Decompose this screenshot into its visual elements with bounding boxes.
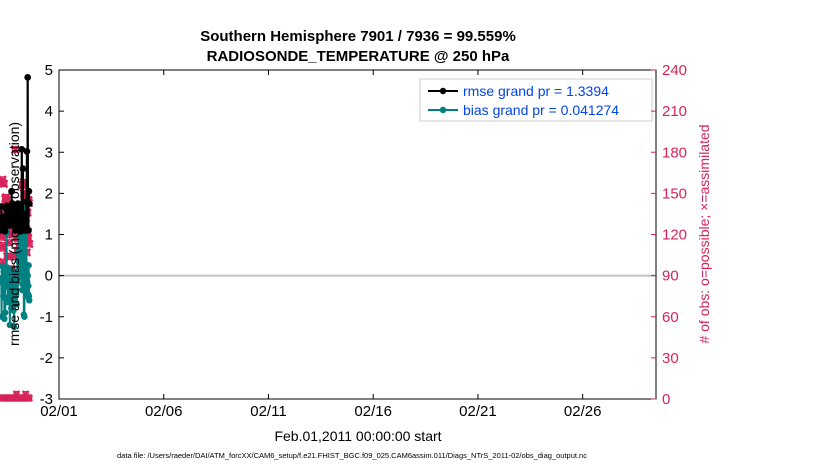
legend-bias-marker xyxy=(439,106,447,114)
legend-rmse-marker xyxy=(439,87,447,95)
y-tick-label-left: 4 xyxy=(45,103,53,120)
legend-bias-label: bias grand pr = 0.041274 xyxy=(463,102,619,118)
rmse-point xyxy=(8,187,15,195)
x-tick-label: 02/01 xyxy=(40,403,78,420)
obs-zero-marker xyxy=(26,394,33,402)
bias-point xyxy=(1,315,8,323)
footnote: data file: /Users/raeder/DAI/ATM_forcXX/… xyxy=(117,451,587,460)
obs-possible-marker xyxy=(0,180,8,188)
obs-assimilated-marker xyxy=(10,145,20,154)
legend-rmse-label: rmse grand pr = 1.3394 xyxy=(463,83,609,99)
rmse-point xyxy=(19,165,27,173)
x-tick-label: 02/26 xyxy=(564,403,602,420)
y-tick-label-left: 1 xyxy=(45,227,53,244)
rmse-point xyxy=(24,74,32,81)
y-axis-right-label: # of obs: o=possible; ×=assimilated xyxy=(696,124,712,343)
y-tick-label-right: 150 xyxy=(662,185,687,202)
bias-point xyxy=(25,282,32,290)
y-tick-label-right: 60 xyxy=(662,309,679,326)
rmse-point xyxy=(18,145,26,153)
x-axis-label: Feb.01,2011 00:00:00 start xyxy=(274,428,441,444)
y-tick-label-left: -1 xyxy=(40,309,53,326)
x-tick-label: 02/21 xyxy=(459,403,497,420)
bias-point xyxy=(25,262,32,269)
y-tick-label-left: 3 xyxy=(45,144,53,161)
legend-box xyxy=(419,78,653,122)
x-tick-label: 02/16 xyxy=(354,403,392,420)
plot-area xyxy=(0,74,656,402)
bias-point xyxy=(24,272,32,279)
obs-zero-cross xyxy=(25,394,34,402)
bias-point xyxy=(21,313,28,320)
rmse-point xyxy=(25,187,33,195)
y-tick-label-left: 5 xyxy=(45,62,53,79)
bias-point xyxy=(4,299,12,306)
rmse-point xyxy=(1,227,9,235)
rmse-point xyxy=(25,200,33,208)
x-tick-label: 02/11 xyxy=(250,403,286,420)
obs-possible-marker xyxy=(11,145,19,154)
y-tick-label-right: 0 xyxy=(662,391,670,408)
y-tick-label-right: 240 xyxy=(662,62,687,79)
chart-title: Southern Hemisphere 7901 / 7936 = 99.559… xyxy=(200,28,516,45)
rmse-point xyxy=(23,148,31,155)
bias-point xyxy=(10,323,18,331)
obs-assimilated-marker xyxy=(0,179,9,189)
bias-point xyxy=(26,297,33,304)
y-tick-label-left: 0 xyxy=(45,268,53,285)
bias-point xyxy=(13,301,20,308)
y-tick-label-left: -2 xyxy=(40,350,53,367)
x-tick-label: 02/06 xyxy=(145,403,183,420)
y-tick-label-right: 210 xyxy=(662,103,687,120)
bias-point xyxy=(10,307,17,314)
bias-point xyxy=(2,309,9,316)
y-axis-left-label: rmse and bias (model - observation) xyxy=(6,122,22,346)
rmse-point xyxy=(25,226,32,234)
rmse-point xyxy=(22,210,30,218)
rmse-point xyxy=(16,201,23,209)
legend: rmse grand pr = 1.3394 bias grand pr = 0… xyxy=(419,78,653,122)
y-tick-label-right: 90 xyxy=(662,268,679,285)
bias-point xyxy=(13,286,20,294)
y-tick-label-right: 120 xyxy=(662,227,687,244)
y-tick-label-left: -3 xyxy=(40,391,53,408)
y-tick-label-right: 30 xyxy=(662,350,679,367)
chart-subtitle: RADIOSONDE_TEMPERATURE @ 250 hPa xyxy=(207,48,510,65)
y-tick-label-left: 2 xyxy=(45,185,53,202)
bias-point xyxy=(17,253,24,261)
y-tick-label-right: 180 xyxy=(662,144,687,161)
